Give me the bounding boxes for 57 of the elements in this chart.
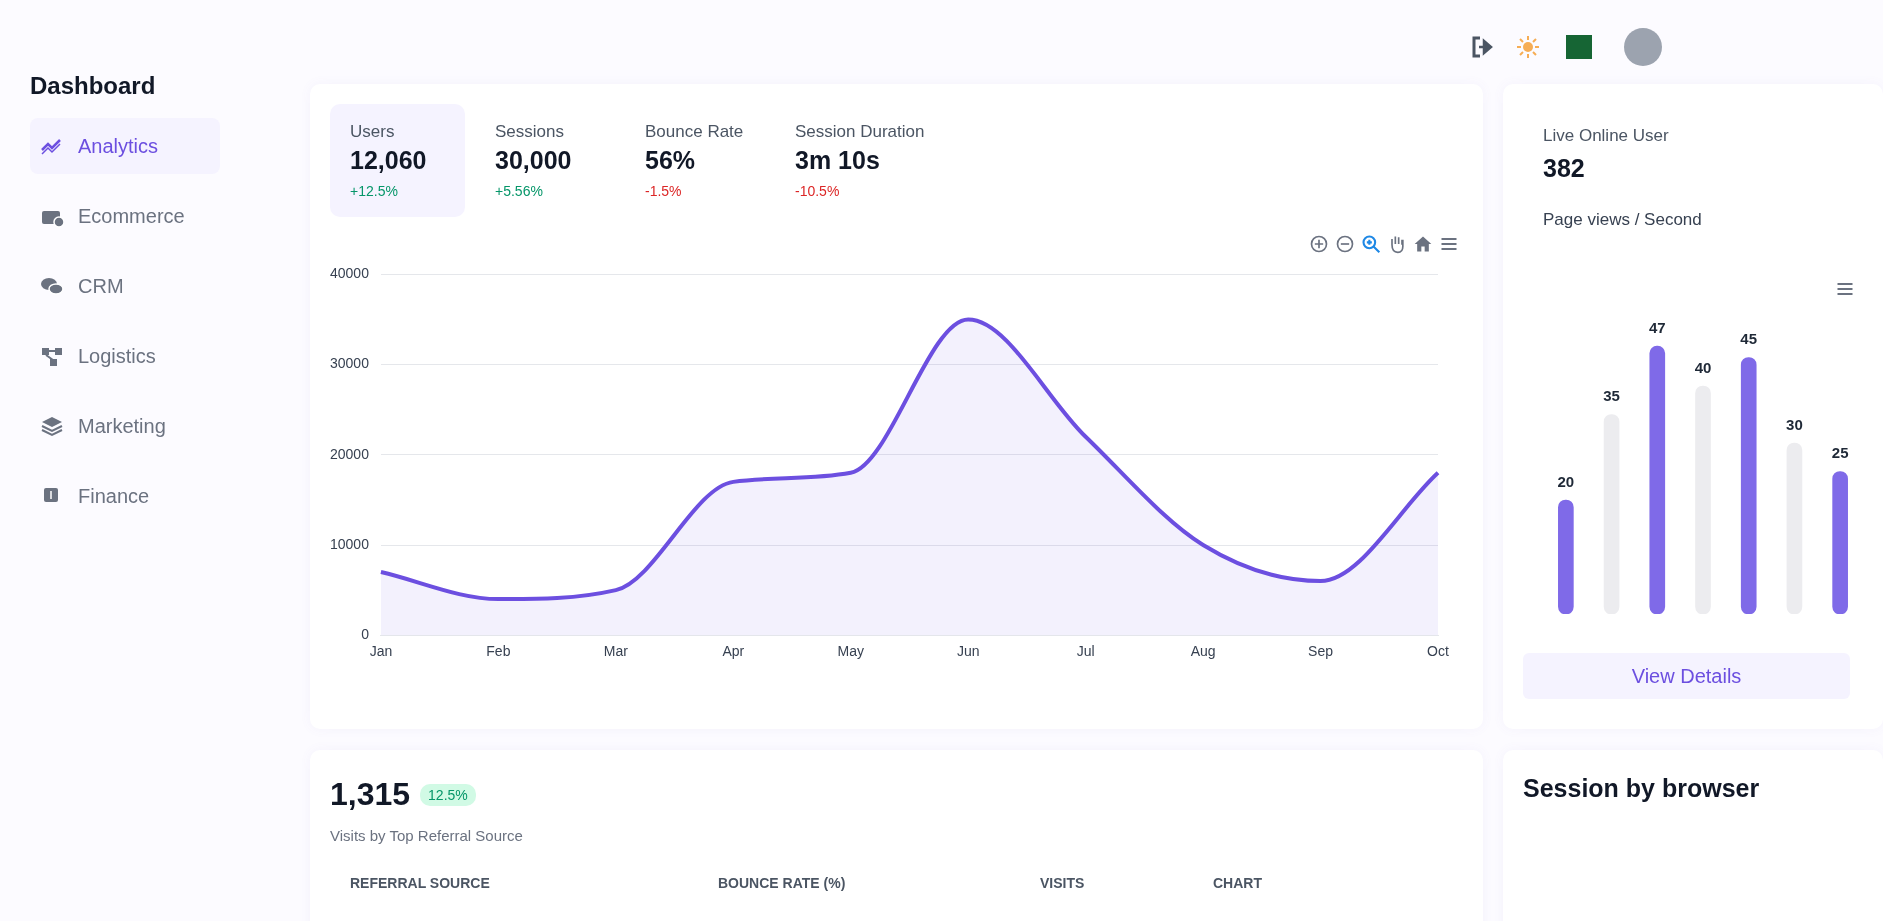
- text: Analytics: [78, 134, 159, 158]
- text: 1,315: [330, 776, 411, 813]
- x-tick-label: Sep: [1308, 643, 1334, 660]
- data-label: 40: [1694, 358, 1712, 376]
- text: 3m 10s: [795, 146, 881, 175]
- text: Bounce Rate: [645, 122, 745, 142]
- text: -1.5%: [645, 183, 683, 199]
- bar: [1832, 471, 1848, 614]
- text: Users: [350, 122, 396, 142]
- text: Live Online User: [1543, 126, 1669, 146]
- x-tick-label: Aug: [1190, 643, 1216, 660]
- data-label: 35: [1603, 387, 1620, 405]
- text: 56%: [645, 146, 697, 175]
- x-tick-label: Jan: [369, 643, 393, 660]
- y-tick-label: 20000: [329, 445, 370, 462]
- y-tick-label: 30000: [329, 355, 370, 372]
- text: 382: [1543, 154, 1585, 183]
- x-tick-label: Apr: [722, 643, 745, 660]
- text: Session by browser: [1523, 774, 1760, 803]
- bar: [1558, 499, 1574, 614]
- text: Dashboard: [30, 72, 157, 100]
- text: REFERRAL SOURCE: [350, 875, 490, 891]
- text: Ecommerce: [78, 204, 185, 228]
- text: 12,060: [350, 146, 428, 175]
- data-label: 25: [1831, 444, 1849, 462]
- data-label: 47: [1648, 318, 1666, 336]
- text: CRM: [78, 274, 124, 298]
- x-tick-label: Oct: [1427, 643, 1449, 660]
- x-tick-label: Jul: [1076, 643, 1095, 660]
- text: View Details: [1523, 653, 1850, 699]
- text: VISITS: [1040, 875, 1085, 891]
- text: Marketing: [78, 414, 166, 438]
- text: +12.5%: [350, 183, 399, 199]
- text: Sessions: [495, 122, 565, 142]
- data-label: 45: [1740, 330, 1758, 348]
- text: 30,000: [495, 146, 573, 175]
- data-label: 20: [1557, 472, 1575, 490]
- y-tick-label: 10000: [329, 535, 370, 552]
- x-tick-label: Jun: [956, 643, 980, 660]
- x-tick-label: Mar: [603, 643, 629, 660]
- bar: [1740, 357, 1757, 614]
- text: -10.5%: [795, 183, 841, 199]
- text: Visits by Top Referral Source: [330, 827, 523, 844]
- text: BOUNCE RATE (%): [718, 875, 846, 891]
- data-label: 30: [1786, 415, 1803, 433]
- y-tick-label: 0: [361, 626, 370, 643]
- text: Page views / Second: [1543, 210, 1702, 230]
- bar: [1649, 345, 1666, 614]
- text: +5.56%: [495, 183, 544, 199]
- text: Finance: [78, 484, 150, 508]
- text: CHART: [1213, 875, 1262, 891]
- x-tick-label: Feb: [486, 643, 511, 660]
- text: Logistics: [78, 344, 156, 368]
- x-tick-label: May: [837, 643, 864, 660]
- text: 12.5%: [420, 783, 476, 806]
- text: Session Duration: [795, 122, 925, 142]
- y-tick-label: 40000: [329, 265, 370, 282]
